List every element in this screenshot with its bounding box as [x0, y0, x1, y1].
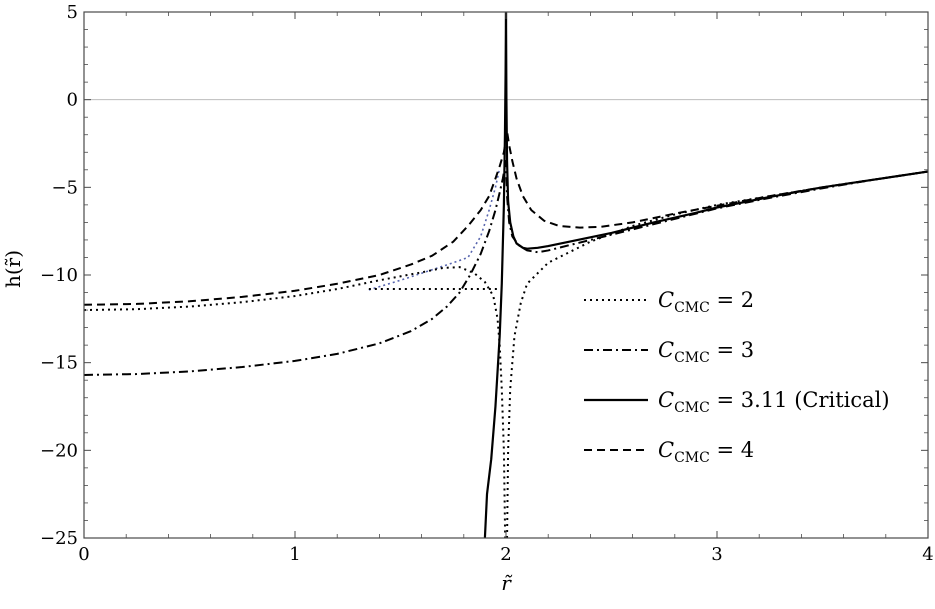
x-tick-label: 4 [922, 544, 933, 565]
y-tick-label: −5 [51, 177, 78, 198]
x-tick-label: 2 [500, 544, 511, 565]
legend-label: CCMC = 4 [658, 438, 754, 466]
x-tick-label: 3 [711, 544, 722, 565]
series-line-4 [84, 130, 928, 306]
y-tick-label: 5 [67, 2, 78, 23]
legend: CCMC = 2 CCMC = 3 CCMC = 3.11 (Critical) CC… [584, 288, 890, 466]
y-tick-label: −10 [40, 265, 78, 286]
series-line-2 [84, 160, 928, 376]
y-axis-label: h(r̃) [1, 250, 25, 288]
series-line-3-branch [504, 12, 928, 250]
series-line-1 [84, 266, 507, 538]
x-tick-label: 0 [78, 544, 89, 565]
y-tick-label: 0 [67, 90, 78, 111]
legend-label: CCMC = 3.11 (Critical) [658, 388, 890, 416]
ticks-group: 0 1 2 3 4 5 0 −5 −10 −15 −20 −25 [40, 2, 934, 565]
y-tick-label: −15 [40, 353, 78, 374]
legend-label: CCMC = 2 [658, 288, 754, 316]
faint-trace-line [368, 167, 501, 291]
y-tick-label: −20 [40, 440, 78, 461]
x-axis-label: r̃ [501, 571, 513, 595]
series-group [84, 12, 928, 538]
legend-label: CCMC = 3 [658, 338, 754, 366]
y-tick-label: −25 [40, 528, 78, 549]
series-line-3 [483, 12, 508, 538]
x-tick-label: 1 [289, 544, 300, 565]
